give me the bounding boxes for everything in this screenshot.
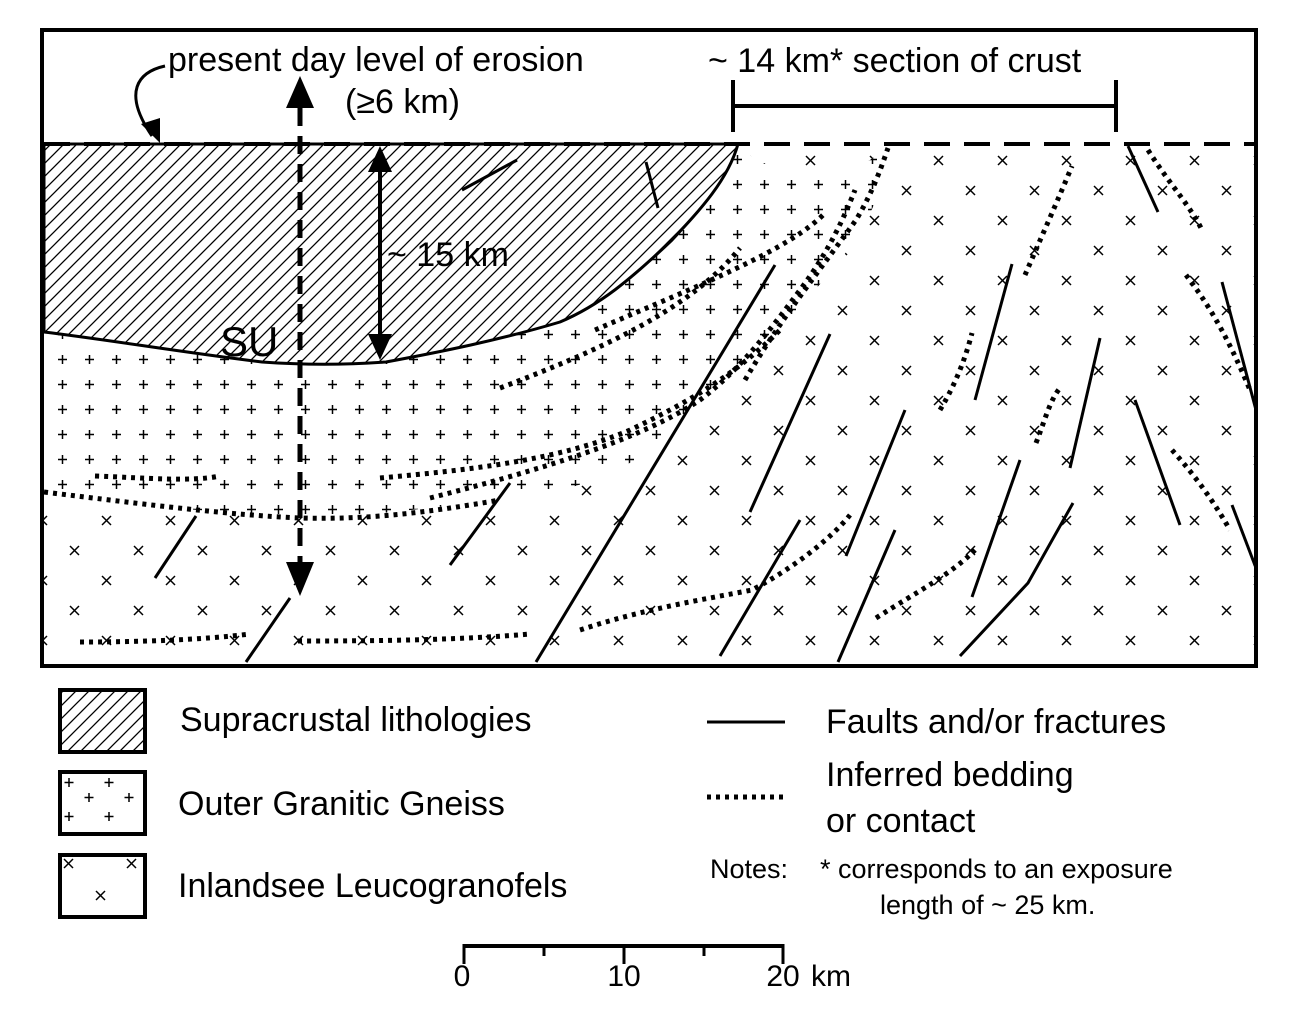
legend-label-leucogranofels: Inlandsee Leucogranofels xyxy=(178,867,567,905)
panel-border xyxy=(40,28,1258,668)
fault-line xyxy=(1126,145,1160,213)
depth-label: ~ 15 km xyxy=(387,236,509,274)
legend-label-bedding-line2: or contact xyxy=(826,802,976,840)
inferred-contacts-group xyxy=(43,147,1253,645)
fault-line xyxy=(844,409,907,557)
legend-swatch-gneiss xyxy=(58,770,147,836)
arrow-up-icon xyxy=(368,146,392,172)
contact-line xyxy=(742,147,891,382)
contact-line xyxy=(1022,165,1075,276)
supracrustal-unit xyxy=(42,142,740,366)
fault-line xyxy=(1133,399,1182,526)
scale-bar: 0 10 20 km xyxy=(454,944,851,993)
scale-bar-ticks xyxy=(462,944,785,964)
erosion-depth-label: (≥6 km) xyxy=(345,83,460,121)
erosion-arrowhead-icon xyxy=(141,118,160,143)
fault-line xyxy=(1220,281,1258,411)
contact-line xyxy=(874,548,977,621)
contact-line xyxy=(1033,386,1062,444)
notes-line-1: * corresponds to an exposure xyxy=(820,854,1173,884)
legend-label-faults: Faults and/or fractures xyxy=(826,703,1166,741)
legend-label-bedding-line1: Inferred bedding xyxy=(826,756,1074,794)
cross-section-panel: present day level of erosion (≥6 km) ~ 1… xyxy=(40,28,1258,668)
contact-line xyxy=(937,332,975,412)
contact-line xyxy=(579,513,852,633)
notes-label: Notes: xyxy=(710,854,788,884)
contact-line xyxy=(43,489,501,521)
scale-tick-label: 10 xyxy=(607,960,640,993)
scale-tick-label: 20 xyxy=(766,960,799,993)
legend-label-supracrustal: Supracrustal lithologies xyxy=(180,701,532,739)
contact-line xyxy=(1184,273,1253,391)
eroded-region xyxy=(44,32,1254,142)
fault-line xyxy=(970,459,1022,598)
fault-line xyxy=(244,597,292,663)
fault-line xyxy=(644,161,660,209)
legend-swatch-supracrustal xyxy=(58,688,147,754)
fault-line xyxy=(718,519,802,657)
contact-line xyxy=(79,631,251,645)
notes-line-2: length of ~ 25 km. xyxy=(880,890,1095,920)
fault-line xyxy=(448,482,512,566)
arrow-up-icon xyxy=(286,76,314,108)
erosion-label: present day level of erosion xyxy=(168,41,584,79)
fault-line xyxy=(1230,504,1258,569)
fault-line xyxy=(748,333,832,513)
crust-section-bracket xyxy=(731,80,1118,132)
contact-line xyxy=(297,631,531,644)
fault-line xyxy=(461,158,518,192)
faults-group xyxy=(153,145,1258,663)
x-pattern-icon xyxy=(63,858,137,901)
contact-line xyxy=(429,189,858,501)
fault-line xyxy=(534,264,777,663)
scale-tick-label: 0 xyxy=(454,960,471,993)
legend-label-gneiss: Outer Granitic Gneiss xyxy=(178,785,505,823)
fault-line xyxy=(973,263,1014,401)
arrow-down-icon xyxy=(368,334,392,360)
fault-line xyxy=(836,529,897,663)
legend: Supracrustal lithologies Outer Granitic … xyxy=(58,688,1173,920)
fault-line xyxy=(1068,337,1102,469)
arrow-down-icon xyxy=(286,562,314,596)
legend-swatch-leucogranofels xyxy=(58,853,147,919)
contact-line xyxy=(1145,148,1206,234)
fault-line xyxy=(958,502,1075,658)
contact-line xyxy=(594,210,828,333)
scale-unit-label: km xyxy=(811,960,851,993)
erosion-pointer-arrow xyxy=(134,64,166,137)
crust-section-label: ~ 14 km* section of crust xyxy=(708,42,1082,80)
fault-line xyxy=(153,515,198,579)
plus-pattern-icon xyxy=(64,778,134,821)
unit-label-su: SU xyxy=(220,318,278,365)
